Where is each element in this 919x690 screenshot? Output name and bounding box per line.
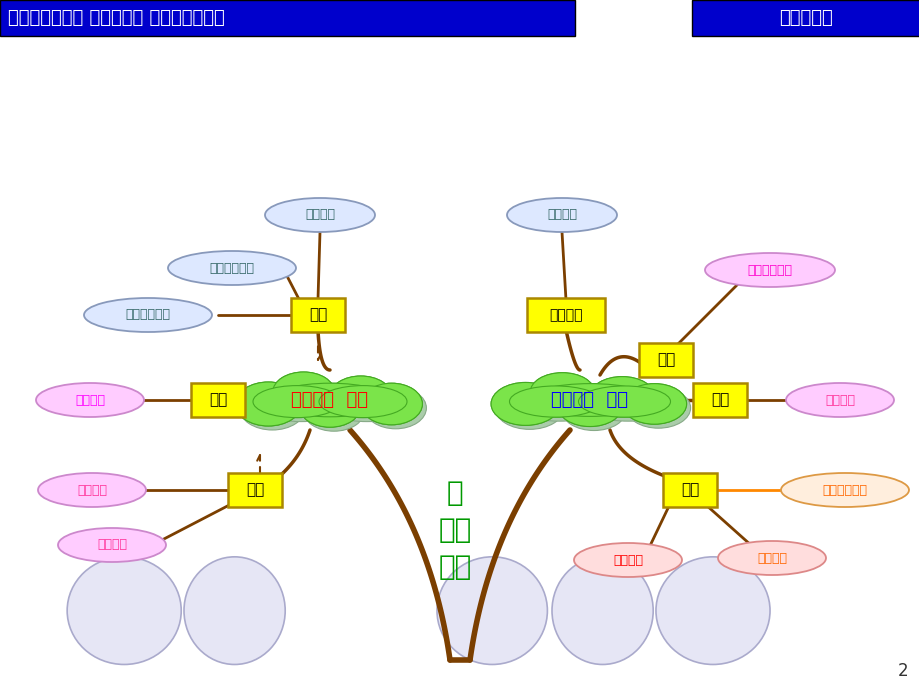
Ellipse shape	[330, 376, 391, 416]
Text: 教材: 教材	[656, 353, 675, 368]
Text: 营造氛围: 营造氛围	[824, 393, 854, 406]
Ellipse shape	[509, 386, 601, 417]
Ellipse shape	[365, 387, 425, 428]
Ellipse shape	[269, 383, 390, 417]
Ellipse shape	[557, 386, 621, 426]
Ellipse shape	[58, 528, 165, 562]
Ellipse shape	[360, 383, 422, 425]
Ellipse shape	[621, 384, 686, 424]
Ellipse shape	[319, 386, 406, 417]
Text: 数学: 数学	[209, 393, 227, 408]
Text: 学生: 学生	[680, 482, 698, 497]
Text: 现代技术: 现代技术	[547, 208, 576, 221]
FancyBboxPatch shape	[290, 298, 345, 332]
Ellipse shape	[529, 373, 594, 412]
Text: 培养精神意识: 培养精神意识	[210, 262, 255, 275]
Ellipse shape	[557, 386, 621, 426]
Ellipse shape	[239, 386, 305, 430]
Ellipse shape	[67, 557, 181, 664]
Text: 提高能力: 提高能力	[305, 208, 335, 221]
Text: 改进呈现方式: 改进呈现方式	[746, 264, 791, 277]
Text: 学生: 学生	[309, 308, 327, 322]
Ellipse shape	[36, 383, 144, 417]
Ellipse shape	[529, 373, 594, 412]
Ellipse shape	[704, 253, 834, 287]
Ellipse shape	[360, 383, 422, 425]
Text: 数学课程: 数学课程	[549, 308, 582, 322]
Text: 教师: 教师	[710, 393, 729, 408]
FancyBboxPatch shape	[692, 383, 746, 417]
Ellipse shape	[506, 198, 617, 232]
Text: 着眼长远发展: 着眼长远发展	[125, 308, 170, 322]
Ellipse shape	[319, 386, 406, 417]
Ellipse shape	[626, 388, 690, 428]
Ellipse shape	[184, 557, 285, 664]
Text: 遵循认知  规律: 遵循认知 规律	[550, 391, 628, 409]
Ellipse shape	[494, 386, 563, 429]
Ellipse shape	[573, 543, 681, 577]
FancyBboxPatch shape	[191, 383, 244, 417]
Text: 关注需要: 关注需要	[77, 484, 107, 497]
Ellipse shape	[655, 557, 769, 664]
FancyBboxPatch shape	[527, 298, 605, 332]
Text: 适应形势: 适应形势	[96, 538, 127, 551]
Ellipse shape	[717, 541, 825, 575]
Ellipse shape	[589, 377, 653, 415]
Text: 编者的意图: 编者的意图	[778, 9, 832, 27]
Ellipse shape	[334, 380, 395, 420]
Ellipse shape	[509, 386, 601, 417]
Ellipse shape	[530, 388, 656, 420]
Text: 2: 2	[896, 662, 907, 680]
Text: 更新认识: 更新认识	[75, 393, 105, 406]
Ellipse shape	[785, 383, 893, 417]
Ellipse shape	[582, 390, 674, 421]
Ellipse shape	[273, 372, 334, 412]
Ellipse shape	[235, 382, 301, 426]
Ellipse shape	[621, 384, 686, 424]
Ellipse shape	[491, 382, 560, 425]
FancyBboxPatch shape	[691, 0, 919, 36]
Ellipse shape	[84, 298, 211, 332]
Ellipse shape	[589, 377, 653, 415]
Text: 提高兴趣: 提高兴趣	[612, 553, 642, 566]
Ellipse shape	[437, 557, 547, 664]
Text: 社会: 社会	[245, 482, 264, 497]
Ellipse shape	[551, 557, 652, 664]
Ellipse shape	[578, 386, 670, 417]
Ellipse shape	[269, 383, 390, 417]
Text: 创造空间: 创造空间	[756, 551, 786, 564]
FancyBboxPatch shape	[228, 473, 282, 507]
Ellipse shape	[513, 390, 605, 421]
FancyBboxPatch shape	[639, 343, 692, 377]
Ellipse shape	[273, 372, 334, 412]
FancyBboxPatch shape	[663, 473, 716, 507]
Ellipse shape	[277, 376, 338, 416]
Ellipse shape	[330, 376, 391, 416]
Ellipse shape	[527, 384, 652, 416]
Ellipse shape	[299, 386, 360, 427]
Text: 正确处理  关系: 正确处理 关系	[291, 391, 369, 409]
Ellipse shape	[265, 198, 375, 232]
Ellipse shape	[562, 390, 626, 431]
Ellipse shape	[38, 473, 146, 507]
Text: 编
者的
意图: 编 者的 意图	[437, 479, 471, 581]
Ellipse shape	[253, 386, 341, 417]
FancyBboxPatch shape	[0, 0, 574, 36]
Ellipse shape	[256, 390, 345, 422]
Ellipse shape	[168, 251, 296, 285]
Ellipse shape	[780, 473, 908, 507]
Text: 二、编者的意图 、体例安排 、内在逻辑关系: 二、编者的意图 、体例安排 、内在逻辑关系	[8, 9, 224, 27]
Ellipse shape	[578, 386, 670, 417]
Ellipse shape	[534, 377, 598, 415]
Ellipse shape	[527, 384, 652, 416]
Ellipse shape	[303, 390, 365, 431]
Ellipse shape	[594, 381, 658, 420]
Ellipse shape	[253, 386, 341, 417]
Ellipse shape	[299, 386, 360, 427]
Ellipse shape	[235, 382, 301, 426]
Ellipse shape	[323, 390, 411, 422]
Ellipse shape	[491, 382, 560, 425]
Text: 互动提供资源: 互动提供资源	[822, 484, 867, 497]
Ellipse shape	[273, 387, 394, 421]
